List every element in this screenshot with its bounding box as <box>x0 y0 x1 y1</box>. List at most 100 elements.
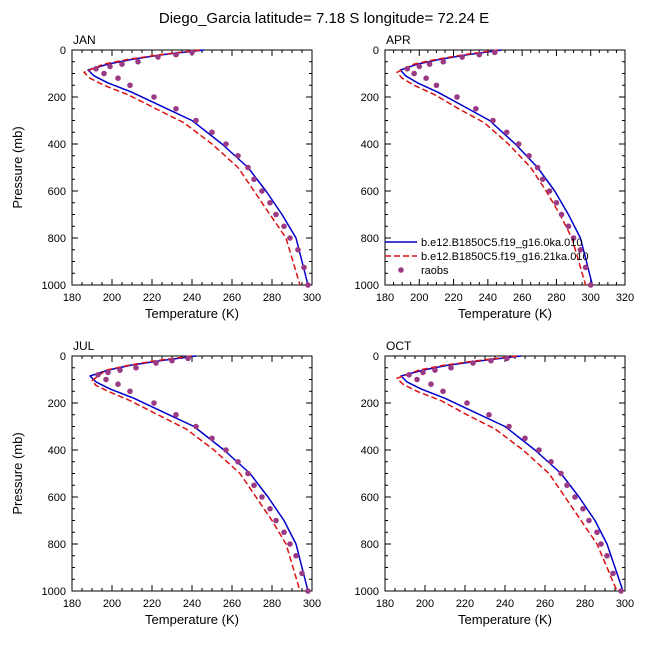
y-tick-label: 0 <box>60 45 66 57</box>
raobs-point <box>281 223 287 230</box>
raobs-point <box>565 223 572 230</box>
legend: b.e12.B1850C5.f19_g16.0ka.010 b.e12.B1850… <box>385 237 589 277</box>
raobs-point <box>209 435 215 442</box>
raobs-point <box>534 164 541 171</box>
raobs-point <box>173 51 179 58</box>
x-tick-label: 200 <box>410 292 428 304</box>
y-tick-label: 400 <box>361 445 379 457</box>
raobs-point <box>486 411 492 418</box>
raobs-point <box>115 381 121 388</box>
raobs-point <box>470 360 476 366</box>
x-tick-label: 280 <box>547 292 565 304</box>
panel-oct: 180 200 220 240 260 280 300 0 200 400 600 800 1000 OC… <box>355 339 635 627</box>
raobs-point <box>526 152 532 159</box>
plot-frame <box>71 355 313 592</box>
y-tick-label: 800 <box>48 539 66 551</box>
raobs-point <box>426 61 433 67</box>
x-axis-label: Temperature (K) <box>458 612 552 627</box>
raobs-point <box>432 367 438 373</box>
raobs-point <box>454 94 460 100</box>
raobs-point <box>504 355 510 362</box>
series-line-21ka <box>396 49 587 286</box>
y-tick-label: 1000 <box>355 586 379 598</box>
raobs-point <box>151 400 157 406</box>
raobs-point <box>127 388 133 395</box>
x-tick-label: 220 <box>444 292 462 304</box>
raobs-point <box>223 447 229 453</box>
raobs-point <box>305 282 311 288</box>
y-tick-label: 200 <box>48 92 66 104</box>
x-axis-label: Temperature (K) <box>145 612 239 627</box>
raobs-point <box>558 211 565 218</box>
x-tick-label: 220 <box>456 598 474 610</box>
raobs-point <box>295 246 301 253</box>
y-tick-label: 1000 <box>42 280 66 292</box>
raobs-point <box>440 58 447 65</box>
raobs-point <box>169 357 175 364</box>
x-tick-label: 320 <box>616 292 634 304</box>
raobs-point <box>93 66 99 72</box>
raobs-point <box>273 211 279 218</box>
raobs-point <box>414 376 420 383</box>
raobs-point <box>423 75 429 81</box>
raobs-point <box>404 66 411 72</box>
raobs-point <box>558 470 564 477</box>
series-line-0ka <box>89 355 309 592</box>
raobs-point <box>594 529 600 536</box>
raobs-point <box>103 376 109 383</box>
raobs-point <box>105 369 111 376</box>
x-tick-label: 200 <box>103 292 121 304</box>
x-tick-label: 280 <box>263 292 281 304</box>
raobs-point <box>503 129 510 136</box>
legend-label: b.e12.B1850C5.f19_g16.0ka.010 <box>421 237 582 249</box>
raobs-point <box>506 423 512 430</box>
raobs-point <box>577 246 584 253</box>
raobs-point <box>546 188 553 194</box>
raobs-point <box>101 70 107 77</box>
legend-label: b.e12.B1850C5.f19_g16.21ka.010 <box>421 251 589 263</box>
x-tick-label: 240 <box>183 292 201 304</box>
y-tick-label: 400 <box>361 139 379 151</box>
raobs-point <box>604 552 610 559</box>
legend-item: b.e12.B1850C5.f19_g16.0ka.010 <box>385 237 582 249</box>
raobs-point <box>491 49 498 56</box>
raobs-point <box>95 372 101 378</box>
panel-jan: 180 200 220 240 260 280 300 0 200 400 600 800 1000 JA… <box>10 33 321 321</box>
series-line-21ka <box>91 355 301 592</box>
raobs-point <box>267 505 273 512</box>
x-tick-label: 240 <box>496 598 514 610</box>
panel-label: OCT <box>386 339 412 353</box>
plot-frame <box>71 49 313 286</box>
raobs-point <box>135 58 141 65</box>
x-tick-label: 260 <box>223 292 241 304</box>
x-tick-label: 240 <box>479 292 497 304</box>
x-tick-label: 180 <box>63 292 81 304</box>
y-tick-label: 1000 <box>42 586 66 598</box>
raobs-point <box>193 423 199 430</box>
raobs-point <box>448 364 454 371</box>
raobs-point <box>539 176 546 183</box>
x-tick-label: 220 <box>143 598 161 610</box>
raobs-point <box>281 529 287 536</box>
raobs-point <box>582 264 589 271</box>
raobs-point <box>570 235 577 241</box>
y-tick-label: 800 <box>361 233 379 245</box>
raobs-point <box>273 517 279 524</box>
raobs-point <box>522 435 528 442</box>
raobs-point <box>185 355 191 362</box>
raobs-point <box>117 367 123 373</box>
raobs-point <box>235 458 241 465</box>
figure-title: Diego_Garcia latitude= 7.18 S longitude=… <box>159 10 489 27</box>
raobs-point <box>115 75 121 81</box>
raobs-point <box>235 152 241 159</box>
x-tick-label: 220 <box>143 292 161 304</box>
raobs-point <box>223 141 229 147</box>
raobs-point <box>553 199 560 206</box>
panel-apr: 180 200 220 240 260 280 300 320 0 200 400 600 800 100… <box>355 33 635 321</box>
raobs-point <box>580 505 586 512</box>
series-line-0ka <box>399 49 594 286</box>
raobs-point <box>420 369 426 376</box>
y-tick-label: 0 <box>373 351 379 363</box>
x-tick-label: 200 <box>103 598 121 610</box>
